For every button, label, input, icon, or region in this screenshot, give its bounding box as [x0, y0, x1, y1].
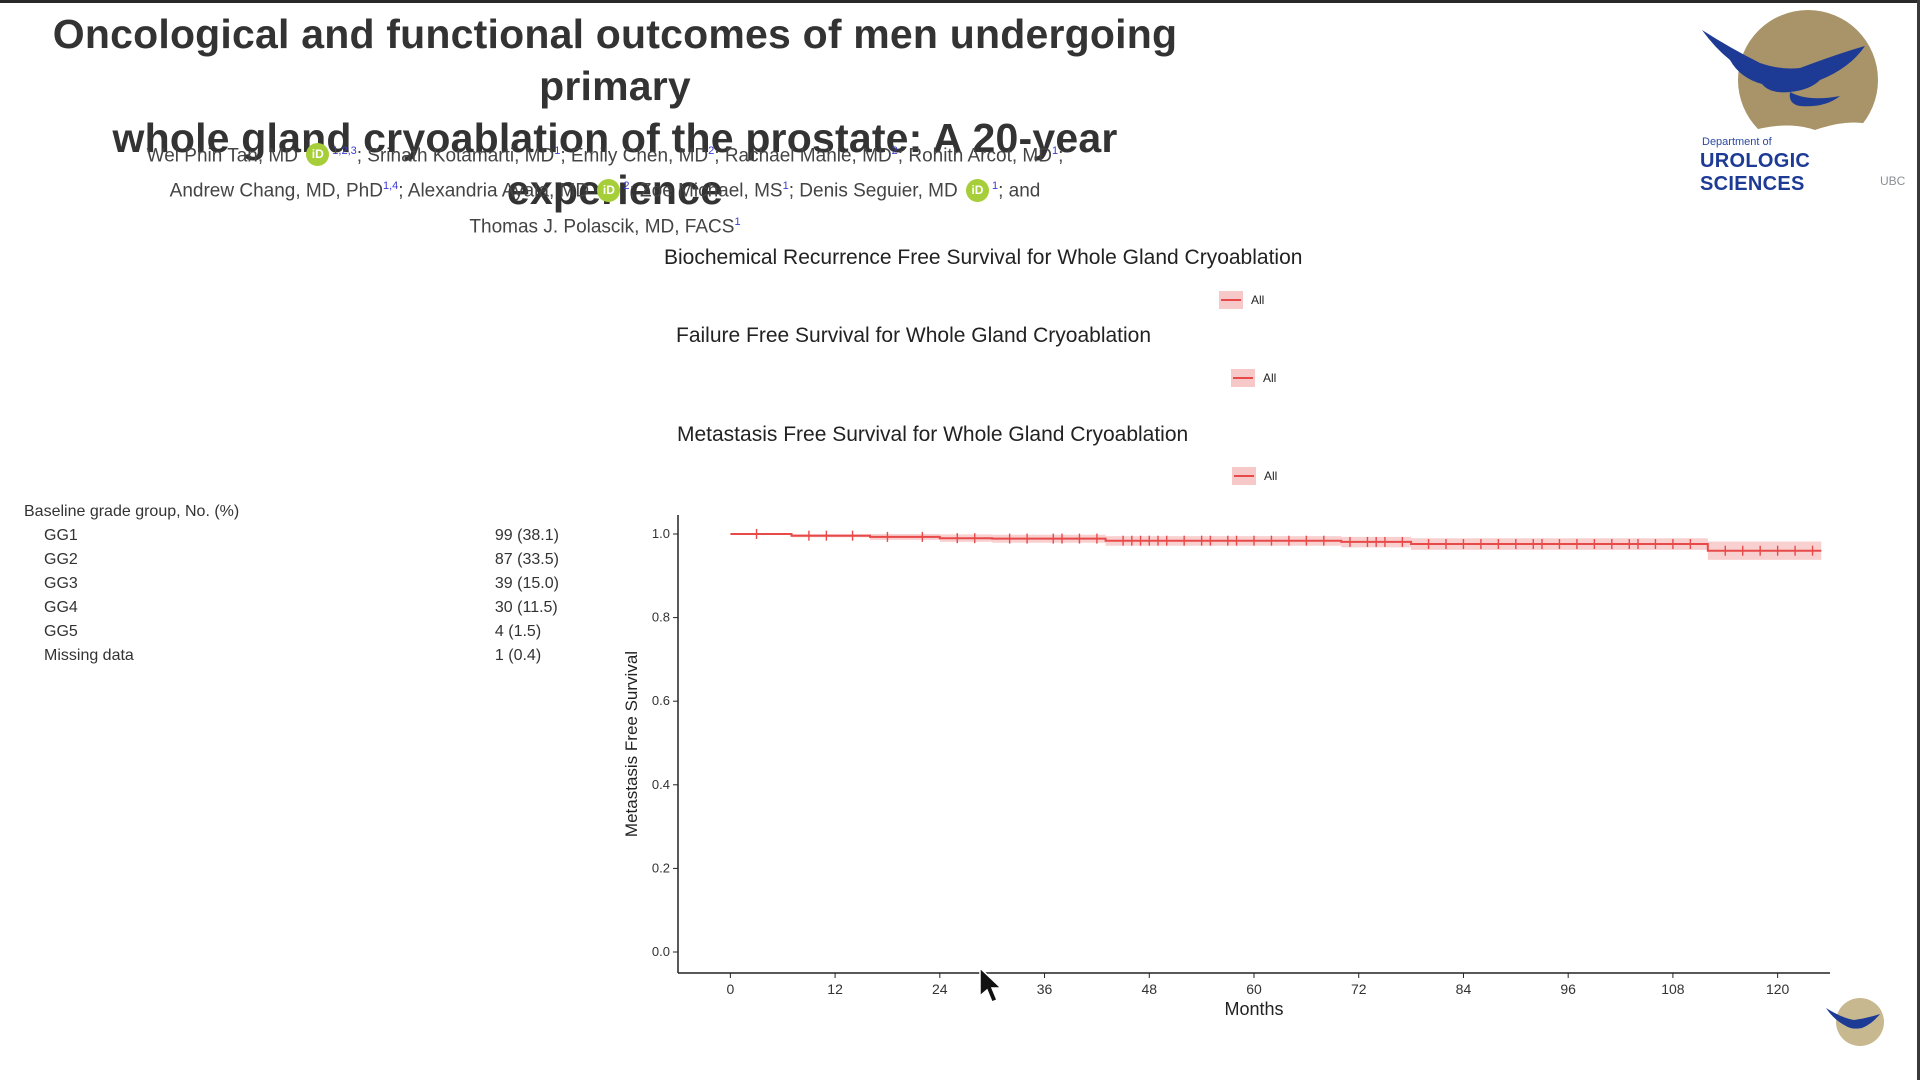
grade-group-label: GG5	[44, 623, 78, 640]
author-name: ; Rachael Mahle, MD	[714, 145, 892, 167]
author-line-1: Wei Phin Tan, MD iD 1,2,3; Srinath Kotama…	[70, 136, 1140, 171]
table-header: Baseline grade group, No. (%)	[24, 503, 240, 520]
table-row: GG4 30 (11.5)	[24, 596, 594, 620]
table-row: GG2 87 (33.5)	[24, 548, 594, 572]
x-tick-label: 48	[1141, 981, 1157, 997]
author-name: ; Rohith Arcot, MD	[897, 145, 1052, 167]
affiliation-marker: 2	[623, 180, 630, 193]
grade-group-label: GG4	[44, 599, 78, 616]
affiliation-marker: 1	[1051, 145, 1059, 157]
grade-group-value: 87 (33.5)	[494, 551, 559, 568]
screen-top-edge	[0, 0, 1920, 3]
affiliation-marker: 1	[554, 145, 561, 157]
baseline-grade-table: Baseline grade group, No. (%) GG1 99 (38.…	[24, 500, 594, 668]
x-tick-label: 0	[726, 981, 734, 997]
separator: ;	[1058, 145, 1064, 167]
survival-curve-all	[730, 533, 1822, 552]
y-tick-label: 1.0	[652, 526, 670, 541]
mfs-legend: All	[1232, 467, 1277, 485]
logo-mountain-cutout	[1730, 122, 1880, 193]
y-tick-label: 0.0	[652, 944, 670, 959]
logo-dept-label: Department of	[1702, 136, 1772, 148]
author-line-3: Thomas J. Polascik, MD, FACS1	[70, 207, 1140, 242]
chart-plot-area: 0.0 0.2 0.4 0.6 0.8 1.0 0 12 24 36 48 60 72 84 96 108 12…	[622, 515, 1830, 1019]
table-row: GG5 4 (1.5)	[24, 620, 594, 644]
x-tick-label: 84	[1456, 981, 1472, 997]
table-body: GG1 99 (38.1) GG2 87 (33.5) GG3 39 (15.0) GG4 3…	[24, 524, 594, 668]
eagle-tail	[1789, 92, 1840, 107]
x-tick-label: 120	[1766, 981, 1790, 997]
legend-swatch	[1219, 291, 1243, 309]
author-line-2: Andrew Chang, MD, PhD1,4; Alexandria Aya…	[70, 171, 1140, 206]
grade-group-value: 30 (11.5)	[494, 599, 558, 616]
eagle-icon	[1702, 10, 1880, 193]
grade-group-value: 1 (0.4)	[494, 647, 542, 664]
affiliation-marker: 2	[708, 145, 715, 157]
table-row: Missing data 1 (0.4)	[24, 644, 594, 668]
author-name: Thomas J. Polascik, MD, FACS	[469, 215, 735, 237]
x-tick-label: 36	[1037, 981, 1053, 997]
affiliation-marker: 1	[734, 215, 741, 228]
eagle-wing	[1702, 30, 1865, 93]
bcr-chart-title: Biochemical Recurrence Free Survival for…	[664, 246, 1303, 269]
grade-group-value: 39 (15.0)	[494, 575, 559, 592]
table-row: GG3 39 (15.0)	[24, 572, 594, 596]
screen-right-edge	[1917, 0, 1920, 1080]
mfs-chart-title: Metastasis Free Survival for Whole Gland…	[677, 423, 1189, 446]
confidence-band	[730, 534, 1822, 560]
affiliation-marker: 1,2,3	[332, 145, 357, 157]
grade-group-label: GG2	[44, 551, 78, 568]
author-name: Wei Phin Tan, MD	[146, 145, 298, 167]
separator: ; and	[998, 180, 1041, 202]
x-tick-label: 12	[827, 981, 843, 997]
author-name: ; Alexandria Ayala, MD	[398, 180, 590, 202]
affiliation-marker: 1	[991, 180, 999, 193]
author-name: Andrew Chang, MD, PhD	[169, 180, 383, 202]
affiliation-marker: 2	[891, 145, 898, 157]
author-name: ; Denis Seguier, MD	[788, 180, 958, 202]
author-name: ; Srinath Kotamarti, MD	[356, 145, 555, 167]
eagle-icon	[1826, 998, 1884, 1046]
legend-label: All	[1263, 371, 1277, 385]
legend-swatch	[1231, 369, 1255, 387]
legend-swatch	[1232, 467, 1256, 485]
author-list: Wei Phin Tan, MD iD 1,2,3; Srinath Kotama…	[70, 136, 1140, 242]
x-tick-label: 24	[932, 981, 948, 997]
x-tick-label: 108	[1661, 981, 1685, 997]
y-axis-label: Metastasis Free Survival	[622, 651, 641, 837]
bcr-legend: All	[1219, 291, 1264, 309]
x-tick-label: 96	[1560, 981, 1576, 997]
ffs-chart-title: Failure Free Survival for Whole Gland Cr…	[676, 324, 1152, 347]
y-tick-label: 0.8	[652, 610, 670, 625]
affiliation-marker: 1	[782, 180, 789, 193]
author-name: ; Emily Chen, MD	[560, 145, 709, 167]
logo-org: UBC	[1880, 174, 1906, 188]
grade-group-label: GG1	[44, 527, 78, 544]
legend-label: All	[1251, 293, 1265, 307]
grade-group-value: 4 (1.5)	[494, 623, 542, 640]
orcid-icon: iD	[965, 178, 989, 202]
x-axis-label: Months	[1224, 999, 1283, 1019]
logo-dept-name: UROLOGIC SCIENCES	[1700, 150, 1811, 195]
x-tick-label: 72	[1351, 981, 1367, 997]
mouse-pointer-icon	[979, 966, 1003, 1003]
ffs-legend: All	[1231, 369, 1276, 387]
y-tick-label: 0.6	[652, 693, 670, 708]
affiliation-marker: 1,4	[382, 180, 399, 193]
title-line-1: Oncological and functional outcomes of m…	[52, 11, 1178, 109]
legend-label: All	[1264, 469, 1278, 483]
x-tick-label: 60	[1246, 981, 1262, 997]
grade-group-label: GG3	[44, 575, 78, 592]
y-tick-label: 0.4	[652, 777, 670, 792]
orcid-icon: iD	[597, 178, 621, 202]
grade-group-value: 99 (38.1)	[494, 527, 559, 544]
orcid-icon: iD	[306, 143, 330, 167]
y-tick-label: 0.2	[652, 860, 670, 875]
table-row: GG1 99 (38.1)	[24, 524, 594, 548]
grade-group-label: Missing data	[44, 647, 134, 664]
author-name: ; Zoe Michael, MS	[629, 180, 783, 202]
